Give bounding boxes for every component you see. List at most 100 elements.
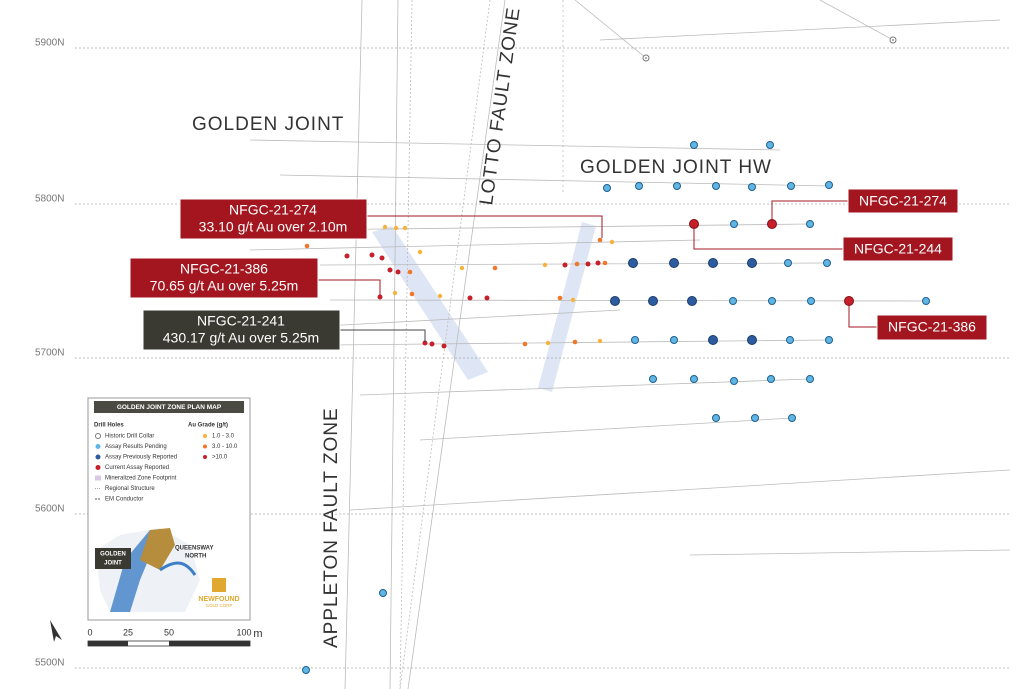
inset-label: JOINT <box>104 561 122 567</box>
scale-unit: m <box>253 628 262 640</box>
drill-collar <box>730 220 738 228</box>
callout: NFGC-21-241 430.17 g/t Au over 5.25m <box>142 309 341 351</box>
drill-collar <box>597 338 603 344</box>
scale-label: 0 <box>87 627 92 637</box>
drill-collar <box>649 375 657 383</box>
drill-collar <box>747 258 757 268</box>
drill-collar <box>441 343 447 349</box>
callout: NFGC-21-244 <box>842 236 954 262</box>
drill-collar <box>708 258 718 268</box>
legend-label: EM Conductor <box>105 497 143 503</box>
legend-label: Current Assay Reported <box>105 465 169 471</box>
drill-collar <box>610 296 620 306</box>
drill-collar <box>417 249 423 255</box>
drill-collar <box>751 414 759 422</box>
callout-hole: NFGC-21-274 <box>859 193 947 209</box>
drill-collar <box>922 297 930 305</box>
drill-collar <box>382 224 388 230</box>
zone-label: LOTTO FAULT ZONE <box>476 6 525 207</box>
legend-heading: Drill Holes <box>94 423 124 429</box>
legend-label: Assay Results Pending <box>105 444 167 450</box>
legend-items: Historic Drill Collar Assay Results Pendi… <box>95 433 238 503</box>
drill-collar <box>712 182 720 190</box>
drill-collar <box>302 666 310 674</box>
drill-collar <box>690 141 698 149</box>
scale-label: 25 <box>123 627 133 637</box>
legend-label: 1.0 - 3.0 <box>212 434 235 440</box>
scale-label: 50 <box>164 627 174 637</box>
callout: NFGC-21-386 <box>876 314 988 341</box>
northing-label: 5500N <box>35 658 64 669</box>
legend-symbol <box>203 434 207 438</box>
drill-collar <box>344 253 350 259</box>
drill-collar <box>729 297 737 305</box>
drill-collar <box>402 225 408 231</box>
zone-label: GOLDEN JOINT HW <box>580 157 772 178</box>
northing-label: 5800N <box>35 194 64 205</box>
drill-collar <box>648 296 658 306</box>
scale-bar <box>87 640 251 647</box>
callout: NFGC-21-274 <box>847 188 959 214</box>
drill-collar <box>609 239 615 245</box>
legend-label: Assay Previously Reported <box>105 455 177 461</box>
drill-collar <box>690 375 698 383</box>
inset-label: GOLDEN <box>100 552 126 558</box>
drill-collar <box>407 269 413 275</box>
legend-symbol <box>203 444 207 449</box>
northing-grid: 5900N 5800N 5700N 5600N 5500N <box>35 38 1010 669</box>
callout-result: 430.17 g/t Au over 5.25m <box>163 330 319 346</box>
drill-collar <box>712 414 720 422</box>
drill-collar <box>369 252 375 258</box>
north-arrow <box>50 620 62 642</box>
drill-collar <box>631 336 639 344</box>
callout-hole: NFGC-21-244 <box>854 241 942 257</box>
drill-collar <box>825 181 833 189</box>
drill-collar <box>687 296 697 306</box>
inset-label: QUEENSWAY <box>175 546 213 552</box>
drill-collar <box>562 262 568 268</box>
legend: GOLDEN JOINT ZONE PLAN MAP Drill Holes A… <box>87 397 251 621</box>
drill-collar <box>467 295 473 301</box>
drill-collar <box>767 375 775 383</box>
legend-label: >10.0 <box>212 455 228 461</box>
drill-collar <box>304 243 310 249</box>
drill-collar <box>379 255 385 261</box>
drill-collar <box>747 335 757 345</box>
legend-symbol <box>95 475 101 481</box>
drill-collar <box>459 265 465 271</box>
legend-symbol <box>203 455 207 459</box>
drill-collar <box>708 335 718 345</box>
drill-collar <box>585 261 591 267</box>
drill-collar <box>766 141 774 149</box>
drill-collar <box>788 414 796 422</box>
drill-collar <box>437 293 443 299</box>
drill-collar <box>492 265 498 271</box>
legend-symbol <box>95 465 101 470</box>
drill-collar <box>545 340 551 346</box>
drill-collar-center <box>892 39 894 41</box>
drill-collar <box>572 339 578 345</box>
drill-collar <box>748 183 756 191</box>
drill-collar <box>422 340 428 346</box>
northing-label: 5900N <box>35 38 64 49</box>
drill-collar <box>730 377 738 385</box>
inset-map: GOLDEN JOINT QUEENSWAY NORTH NEWFOUND GO… <box>95 528 240 612</box>
callout-result: 70.65 g/t Au over 5.25m <box>150 278 299 294</box>
drill-collar <box>673 182 681 190</box>
drill-collar <box>387 267 393 273</box>
drill-collar <box>806 220 814 228</box>
northing-label: 5600N <box>35 504 64 515</box>
drill-collar <box>768 297 776 305</box>
drill-collar <box>377 294 383 300</box>
drill-collar <box>786 336 794 344</box>
callout-hole: NFGC-21-241 <box>197 313 285 329</box>
drill-collar <box>484 295 490 301</box>
callout-hole: NFGC-21-274 <box>229 202 317 218</box>
drill-collar <box>392 290 398 296</box>
callout: NFGC-21-386 70.65 g/t Au over 5.25m <box>129 257 319 299</box>
drill-collar <box>787 182 795 190</box>
legend-label: 3.0 - 10.0 <box>212 444 238 450</box>
legend-label: Mineralized Zone Footprint <box>105 476 177 482</box>
zone-label: GOLDEN JOINT <box>192 114 344 135</box>
